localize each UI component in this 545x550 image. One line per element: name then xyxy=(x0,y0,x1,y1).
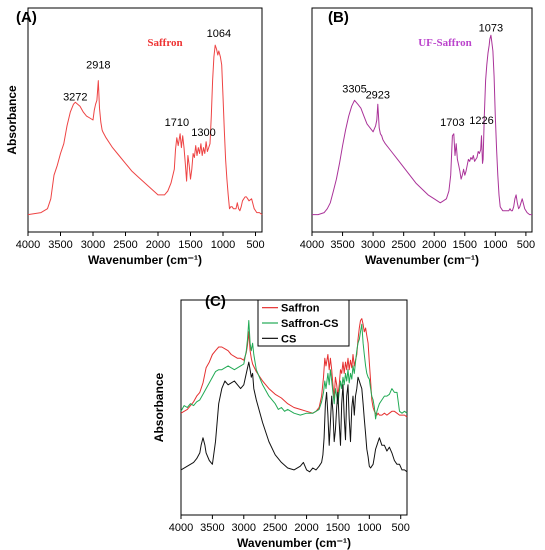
legend-label: CS xyxy=(281,333,296,345)
legend: Saffron Saffron-CS CS xyxy=(257,299,350,347)
peak-label: 1710 xyxy=(165,117,189,129)
chart-panel-2: 4000 3500 3000 2500 2000 1500 1000 500 Wavenumbe… xyxy=(152,293,410,550)
peak-label: 2923 xyxy=(366,89,390,101)
chart-title: UF-Saffron xyxy=(418,37,472,49)
x-tick-label: 2000 xyxy=(422,239,446,251)
chart-panel-1: 4000 3500 3000 2500 2000 1500 1000 500 Wavenumbe… xyxy=(300,7,535,267)
peak-label: 1073 xyxy=(479,22,503,34)
x-tick-label: 1000 xyxy=(211,239,235,251)
y-axis-title: Absorbance xyxy=(5,85,19,155)
x-tick-label: 2500 xyxy=(263,522,287,534)
x-tick-label: 500 xyxy=(392,522,410,534)
x-tick-label: 1000 xyxy=(357,522,381,534)
x-tick-label: 1500 xyxy=(453,239,477,251)
peak-label: 3305 xyxy=(342,83,366,95)
x-tick-label: 1000 xyxy=(483,239,507,251)
series-line-0 xyxy=(27,44,263,216)
series-line-1 xyxy=(180,320,408,420)
series-line-0 xyxy=(312,34,532,216)
series-line-0 xyxy=(180,318,408,418)
plot-frame xyxy=(27,7,263,233)
peak-label: 1703 xyxy=(440,117,464,129)
x-tick-label: 2500 xyxy=(391,239,415,251)
y-axis-title: Absorbance xyxy=(152,373,166,443)
peak-label: 3272 xyxy=(63,91,87,103)
peak-label: 1226 xyxy=(469,115,493,127)
x-tick-label: 3500 xyxy=(330,239,354,251)
x-axis-title: Wavenumber (cm⁻¹) xyxy=(88,253,202,267)
series-line-2 xyxy=(180,361,408,473)
x-tick-label: 4000 xyxy=(300,239,324,251)
chart-title: Saffron xyxy=(147,37,182,49)
x-tick-label: 2500 xyxy=(113,239,137,251)
plot-frame xyxy=(311,7,533,233)
x-tick-label: 500 xyxy=(517,239,535,251)
x-tick-label: 3000 xyxy=(81,239,105,251)
x-tick-label: 4000 xyxy=(16,239,40,251)
x-axis-title: Wavenumber (cm⁻¹) xyxy=(365,253,479,267)
x-tick-label: 1500 xyxy=(326,522,350,534)
x-tick-label: 3500 xyxy=(48,239,72,251)
panel-letter: (C) xyxy=(205,293,226,310)
peak-label: 1064 xyxy=(207,28,231,40)
x-tick-label: 2000 xyxy=(294,522,318,534)
legend-label: Saffron-CS xyxy=(281,318,338,330)
x-tick-label: 3000 xyxy=(232,522,256,534)
x-tick-label: 500 xyxy=(246,239,264,251)
x-tick-label: 1500 xyxy=(178,239,202,251)
peak-label: 2918 xyxy=(86,60,110,72)
x-tick-label: 4000 xyxy=(169,522,193,534)
panel-letter: (B) xyxy=(328,9,349,26)
x-tick-label: 3000 xyxy=(361,239,385,251)
panel-letter: (A) xyxy=(16,9,37,26)
legend-label: Saffron xyxy=(281,303,320,315)
x-tick-label: 3500 xyxy=(200,522,224,534)
chart-panel-0: 4000 3500 3000 2500 2000 1500 1000 500 Wavenumbe… xyxy=(5,7,265,267)
peak-label: 1300 xyxy=(191,127,215,139)
x-tick-label: 2000 xyxy=(146,239,170,251)
x-axis-title: Wavenumber (cm⁻¹) xyxy=(237,536,351,550)
